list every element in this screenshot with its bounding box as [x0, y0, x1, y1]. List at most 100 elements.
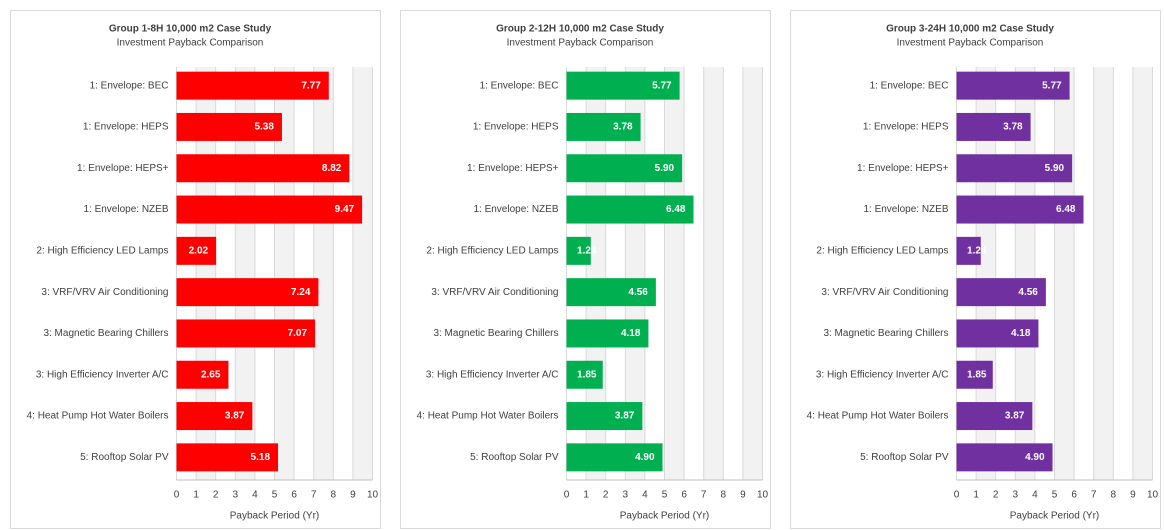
x-tick-label: 6 [1071, 490, 1077, 501]
y-tick-label: 1: Envelope: HEPS [473, 122, 559, 133]
x-tick-label: 1 [973, 490, 979, 501]
x-tick-label: 5 [1052, 490, 1058, 501]
x-tick-label: 0 [564, 490, 570, 501]
y-tick-label: 1: Envelope: HEPS [863, 122, 949, 133]
bar [566, 236, 591, 265]
grid-band [1132, 67, 1153, 480]
y-tick-label: 3: High Efficiency Inverter A/C [426, 369, 559, 380]
value-label: 4.56 [628, 287, 648, 298]
y-tick-label: 1: Envelope: HEPS+ [857, 163, 949, 174]
bar [176, 112, 282, 141]
chart-panel: Group 1-8H 10,000 m2 Case Study Investmen… [10, 10, 381, 529]
y-tick-label: 5: Rooftop Solar PV [80, 452, 169, 463]
grid-band [703, 67, 724, 480]
chart-subtitle: Investment Payback Comparison [507, 38, 654, 49]
bar [956, 236, 981, 265]
value-label: 6.48 [1056, 204, 1076, 215]
x-axis-label: Payback Period (Yr) [620, 511, 709, 522]
value-label: 5.77 [1042, 80, 1062, 91]
y-tick-label: 3: VRF/VRV Air Conditioning [431, 287, 558, 298]
bar [956, 278, 1046, 307]
y-tick-label: 3: Magnetic Bearing Chillers [433, 328, 558, 339]
x-tick-label: 0 [954, 490, 960, 501]
y-tick-label: 3: Magnetic Bearing Chillers [43, 328, 168, 339]
x-tick-label: 7 [311, 490, 317, 501]
bar [176, 278, 319, 307]
value-label: 1.85 [577, 369, 597, 380]
bar [176, 154, 350, 183]
bar [566, 360, 603, 389]
bar [176, 319, 316, 348]
x-tick-label: 8 [721, 490, 727, 501]
value-label: 2.02 [189, 245, 209, 256]
x-tick-label: 1 [193, 490, 199, 501]
x-tick-label: 7 [1091, 490, 1097, 501]
y-tick-label: 4: Heat Pump Hot Water Boilers [27, 411, 169, 422]
value-label: 4.56 [1018, 287, 1038, 298]
y-tick-label: 2: High Efficiency LED Lamps [816, 245, 948, 256]
x-tick-label: 4 [642, 490, 648, 501]
x-tick-label: 10 [1147, 490, 1159, 501]
value-label: 1.85 [967, 369, 987, 380]
bar [566, 154, 683, 183]
value-label: 9.47 [335, 204, 355, 215]
y-tick-label: 5: Rooftop Solar PV [470, 452, 559, 463]
y-tick-label: 3: High Efficiency Inverter A/C [816, 369, 949, 380]
bar [956, 71, 1070, 100]
y-tick-label: 3: VRF/VRV Air Conditioning [41, 287, 168, 298]
value-label: 7.24 [291, 287, 311, 298]
y-tick-label: 1: Envelope: NZEB [863, 204, 948, 215]
x-tick-label: 9 [350, 490, 356, 501]
y-tick-label: 2: High Efficiency LED Lamps [36, 245, 168, 256]
value-label: 3.78 [1003, 122, 1023, 133]
y-tick-label: 1: Envelope: BEC [870, 80, 949, 91]
x-tick-label: 3 [623, 490, 629, 501]
grid-band [742, 67, 763, 480]
value-label: 1.24 [967, 245, 987, 256]
chart-panel: Group 3-24H 10,000 m2 Case Study Investme… [790, 10, 1161, 529]
bar [176, 195, 363, 224]
y-tick-label: 1: Envelope: HEPS+ [77, 163, 169, 174]
y-tick-label: 1: Envelope: HEPS [83, 122, 169, 133]
x-tick-label: 9 [740, 490, 746, 501]
x-tick-label: 3 [1013, 490, 1019, 501]
x-axis-label: Payback Period (Yr) [230, 511, 319, 522]
x-tick-label: 4 [1032, 490, 1038, 501]
bar [566, 319, 649, 348]
value-label: 5.38 [254, 122, 274, 133]
bar [566, 195, 694, 224]
bar [566, 112, 641, 141]
grid-band [664, 67, 685, 480]
y-tick-label: 2: High Efficiency LED Lamps [426, 245, 558, 256]
x-tick-label: 6 [291, 490, 297, 501]
value-label: 3.78 [613, 122, 633, 133]
chart-subtitle: Investment Payback Comparison [117, 38, 264, 49]
value-label: 3.87 [615, 411, 635, 422]
x-tick-label: 2 [603, 490, 609, 501]
bar [956, 319, 1039, 348]
bar [176, 402, 253, 431]
y-tick-label: 1: Envelope: BEC [90, 80, 169, 91]
value-label: 4.90 [1025, 452, 1045, 463]
bar [176, 443, 279, 472]
grid-band [1054, 67, 1075, 480]
chart-title: Group 2-12H 10,000 m2 Case Study [496, 24, 664, 35]
value-label: 6.48 [666, 204, 686, 215]
x-tick-label: 4 [252, 490, 258, 501]
x-tick-label: 2 [993, 490, 999, 501]
value-label: 7.77 [301, 80, 321, 91]
bar [566, 71, 680, 100]
x-tick-label: 8 [331, 490, 337, 501]
bar [956, 195, 1084, 224]
grid-band [1093, 67, 1114, 480]
y-tick-label: 3: VRF/VRV Air Conditioning [821, 287, 948, 298]
bar [566, 278, 656, 307]
bar [176, 360, 229, 389]
value-label: 5.90 [655, 163, 675, 174]
value-label: 5.77 [652, 80, 672, 91]
value-label: 8.82 [322, 163, 342, 174]
x-tick-label: 8 [1111, 490, 1117, 501]
x-tick-label: 1 [583, 490, 589, 501]
value-label: 2.65 [201, 369, 221, 380]
